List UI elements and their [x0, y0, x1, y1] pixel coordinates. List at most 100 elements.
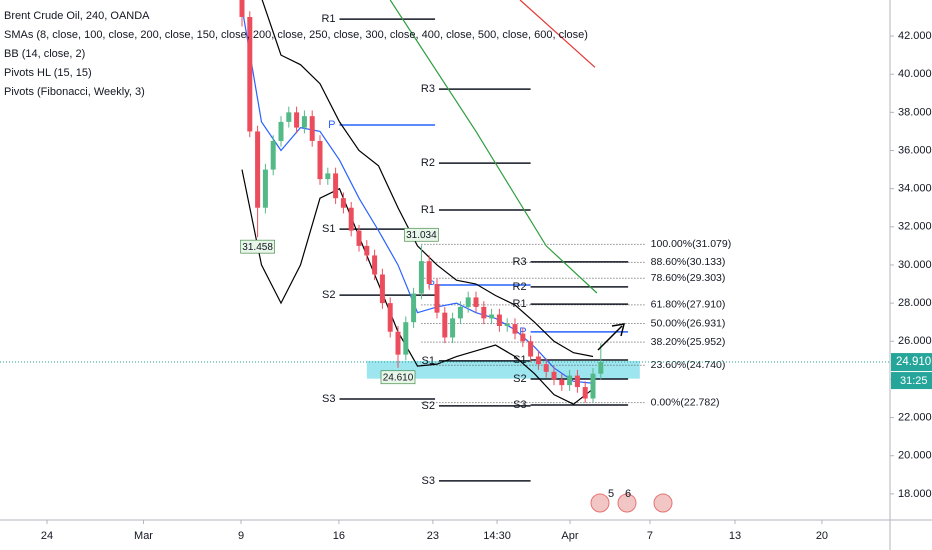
indicator-line — [241, 7, 594, 384]
candle-body — [294, 112, 300, 128]
candle-body — [348, 207, 354, 231]
x-tick-label: 24 — [41, 530, 53, 542]
y-tick-label: 20.000 — [898, 450, 932, 462]
y-tick-label: 40.000 — [898, 68, 932, 80]
y-tick-label: 28.000 — [898, 297, 932, 309]
y-tick-label: 38.000 — [898, 106, 932, 118]
indicator-line — [389, 0, 598, 294]
candle-body — [270, 140, 276, 170]
y-tick-label: 42.000 — [898, 30, 932, 42]
candle-body — [255, 131, 261, 208]
price-tag — [891, 353, 932, 372]
price-tag-label: 24.910 — [896, 356, 931, 368]
fib-label: 0.00%(22.782) — [651, 396, 720, 408]
countdown-label: 31:25 — [900, 375, 928, 387]
point-label: 31.458 — [242, 242, 273, 253]
candle-body — [481, 306, 487, 319]
x-tick-label: 13 — [729, 530, 741, 542]
indicator-line — [261, 0, 594, 358]
point-label-box — [240, 239, 275, 254]
fib-label: 100.00%(31.079) — [651, 238, 732, 250]
point-label: 31.034 — [406, 230, 437, 241]
candle-body — [411, 293, 417, 323]
candle-body — [582, 387, 588, 399]
countdown-tag — [891, 372, 932, 390]
event-count: 5 — [608, 488, 614, 500]
point-label: 24.610 — [383, 372, 414, 383]
candle-body — [418, 261, 424, 294]
candle-body — [395, 331, 401, 355]
indicator: Pivots HL (15, 15) — [4, 67, 92, 79]
pivot-label: R2 — [513, 281, 527, 293]
pivot-label: S2 — [322, 289, 335, 301]
candle-body — [520, 333, 526, 342]
pivot-label: R1 — [321, 13, 335, 25]
pivot-label: P — [328, 119, 335, 131]
candle-body — [262, 169, 268, 208]
pivot-label: S1 — [421, 355, 434, 367]
indicator-line — [241, 169, 594, 405]
pivot-label: R3 — [513, 256, 527, 268]
pivot-label: R2 — [421, 157, 435, 169]
pivot-label: S3 — [421, 475, 434, 487]
candle-body — [426, 261, 432, 285]
x-tick-label: 9 — [238, 530, 244, 542]
indicator: BB (14, close, 2) — [4, 48, 85, 60]
candle-body — [286, 112, 292, 122]
y-tick-label: 30.000 — [898, 259, 932, 271]
candle-body — [364, 245, 370, 256]
candle-body — [590, 373, 596, 399]
candle-body — [543, 364, 549, 372]
candle-body — [551, 371, 557, 380]
candle-body — [450, 318, 456, 338]
candle-body — [309, 116, 315, 141]
chart-title: Brent Crude Oil, 240, OANDA — [4, 10, 150, 22]
fib-label: 78.60%(29.303) — [651, 272, 726, 284]
candle-body — [473, 297, 479, 307]
indicator-line — [519, 0, 596, 68]
candle-body — [535, 356, 541, 365]
candle-body — [379, 274, 385, 304]
x-tick-label: Mar — [134, 530, 153, 542]
indicator: SMAs (8, close, 100, close, 200, close, … — [4, 29, 588, 41]
x-tick-label: 20 — [816, 530, 828, 542]
indicator: Pivots (Fibonacci, Weekly, 3) — [4, 86, 145, 98]
candle-body — [247, 16, 253, 132]
pivot-label: S1 — [513, 354, 526, 366]
pivot-label: S2 — [513, 373, 526, 385]
event-icon[interactable] — [590, 493, 610, 513]
candle-body — [387, 303, 393, 332]
candle-body — [442, 312, 448, 338]
pivot-label: S2 — [421, 400, 434, 412]
pivot-label: R1 — [421, 204, 435, 216]
x-tick-label: 23 — [427, 530, 439, 542]
point-label-box — [404, 227, 439, 242]
candle-body — [403, 322, 409, 355]
fib-label: 23.60%(24.740) — [651, 359, 726, 371]
candle-body — [372, 255, 378, 275]
candle-body — [528, 341, 534, 357]
candle-body — [356, 230, 362, 246]
event-icon[interactable] — [653, 493, 673, 513]
candle-body — [567, 375, 573, 386]
candle-body — [333, 173, 339, 199]
y-tick-label: 32.000 — [898, 221, 932, 233]
x-tick-label: 16 — [333, 530, 345, 542]
y-tick-label: 36.000 — [898, 144, 932, 156]
candle-body — [559, 379, 565, 386]
fib-label: 88.60%(30.133) — [651, 256, 726, 268]
x-tick-label: 14:30 — [483, 530, 511, 542]
candle-body — [317, 140, 323, 180]
event-icon[interactable] — [617, 493, 637, 513]
point-label-box — [380, 370, 416, 385]
pivot-label: S1 — [322, 223, 335, 235]
y-tick-label: 18.000 — [898, 488, 932, 500]
fib-label: 50.00%(26.931) — [651, 317, 726, 329]
candle-body — [465, 297, 471, 307]
candle-body — [496, 314, 502, 327]
pivot-label: S3 — [513, 399, 526, 411]
candle-body — [325, 173, 331, 180]
y-tick-label: 26.000 — [898, 335, 932, 347]
